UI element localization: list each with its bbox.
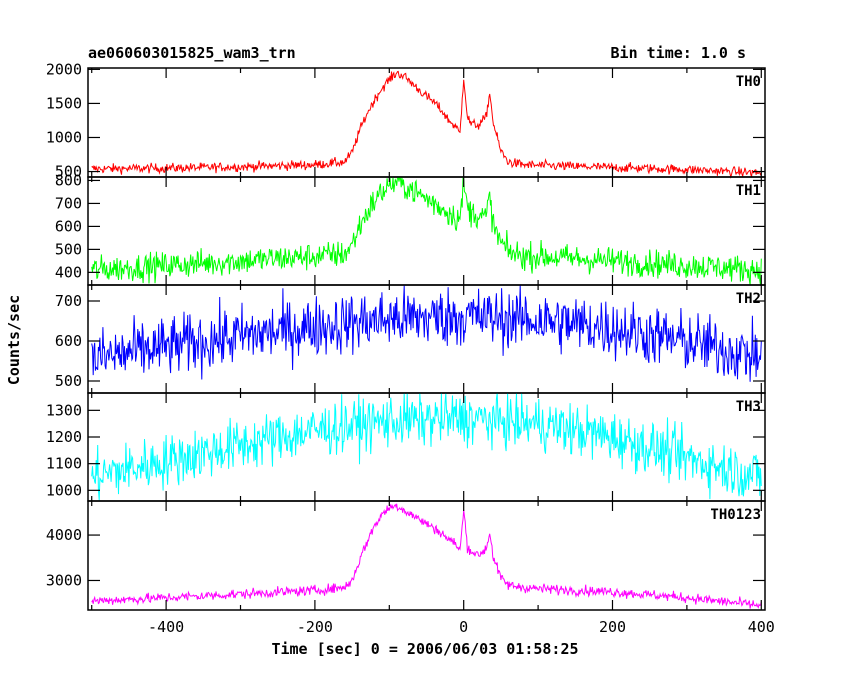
- panel-label-th2: TH2: [736, 291, 761, 307]
- x-tick-label--400: -400: [148, 618, 184, 636]
- series-line-th2: [91, 284, 762, 382]
- y-tick-label-th1-800: 800: [55, 171, 82, 189]
- x-tick-label-0: 0: [459, 618, 468, 636]
- y-tick-label-th1-600: 600: [55, 217, 82, 235]
- x-axis-title: Time [sec] 0 = 2006/06/03 01:58:25: [271, 640, 578, 658]
- y-tick-label-th1-700: 700: [55, 194, 82, 212]
- panel-frame-th0: [87, 67, 766, 178]
- y-tick-label-th1-500: 500: [55, 240, 82, 258]
- y-tick-label-th0-1500: 1500: [46, 94, 82, 112]
- panels: TH0500100015002000TH1400500600700800TH25…: [46, 60, 775, 636]
- y-tick-label-th1-400: 400: [55, 263, 82, 281]
- series-line-th0123: [91, 503, 762, 609]
- bin-time-label: Bin time: 1.0 s: [611, 44, 746, 62]
- panel-frame-th0123: [87, 500, 766, 611]
- x-tick-label-200: 200: [599, 618, 626, 636]
- series-line-th0: [91, 70, 762, 179]
- panel-label-th0123: TH0123: [710, 507, 761, 523]
- y-tick-label-th0-500: 500: [55, 163, 82, 181]
- series-line-th3: [91, 392, 762, 501]
- panel-label-th0: TH0: [736, 74, 761, 90]
- y-tick-label-th3-1200: 1200: [46, 428, 82, 446]
- y-tick-label-th0-2000: 2000: [46, 60, 82, 78]
- x-tick-label--200: -200: [297, 618, 333, 636]
- y-tick-label-th2-600: 600: [55, 332, 82, 350]
- panel-label-th3: TH3: [736, 399, 761, 415]
- chart-title: ae060603015825_wam3_trn: [88, 44, 296, 62]
- panel-label-th1: TH1: [736, 183, 761, 199]
- y-tick-label-th2-500: 500: [55, 372, 82, 390]
- y-tick-label-th3-1000: 1000: [46, 481, 82, 499]
- y-axis-title: Counts/sec: [5, 295, 23, 385]
- y-tick-label-th3-1300: 1300: [46, 401, 82, 419]
- series-line-th1: [91, 175, 762, 286]
- y-tick-label-th0123-4000: 4000: [46, 526, 82, 544]
- y-tick-label-th2-700: 700: [55, 292, 82, 310]
- y-tick-label-th0123-3000: 3000: [46, 571, 82, 589]
- x-tick-label-400: 400: [748, 618, 775, 636]
- y-tick-label-th0-1000: 1000: [46, 128, 82, 146]
- y-tick-label-th3-1100: 1100: [46, 455, 82, 473]
